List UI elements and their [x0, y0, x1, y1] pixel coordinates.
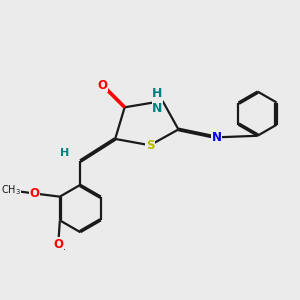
Text: H
N: H N — [152, 87, 163, 115]
Text: O: O — [53, 238, 63, 250]
Text: O: O — [29, 187, 40, 200]
Text: CH$_3$: CH$_3$ — [1, 183, 21, 197]
Text: O: O — [98, 79, 107, 92]
Text: N: N — [212, 131, 221, 144]
Text: H: H — [60, 148, 69, 158]
Text: S: S — [146, 139, 154, 152]
